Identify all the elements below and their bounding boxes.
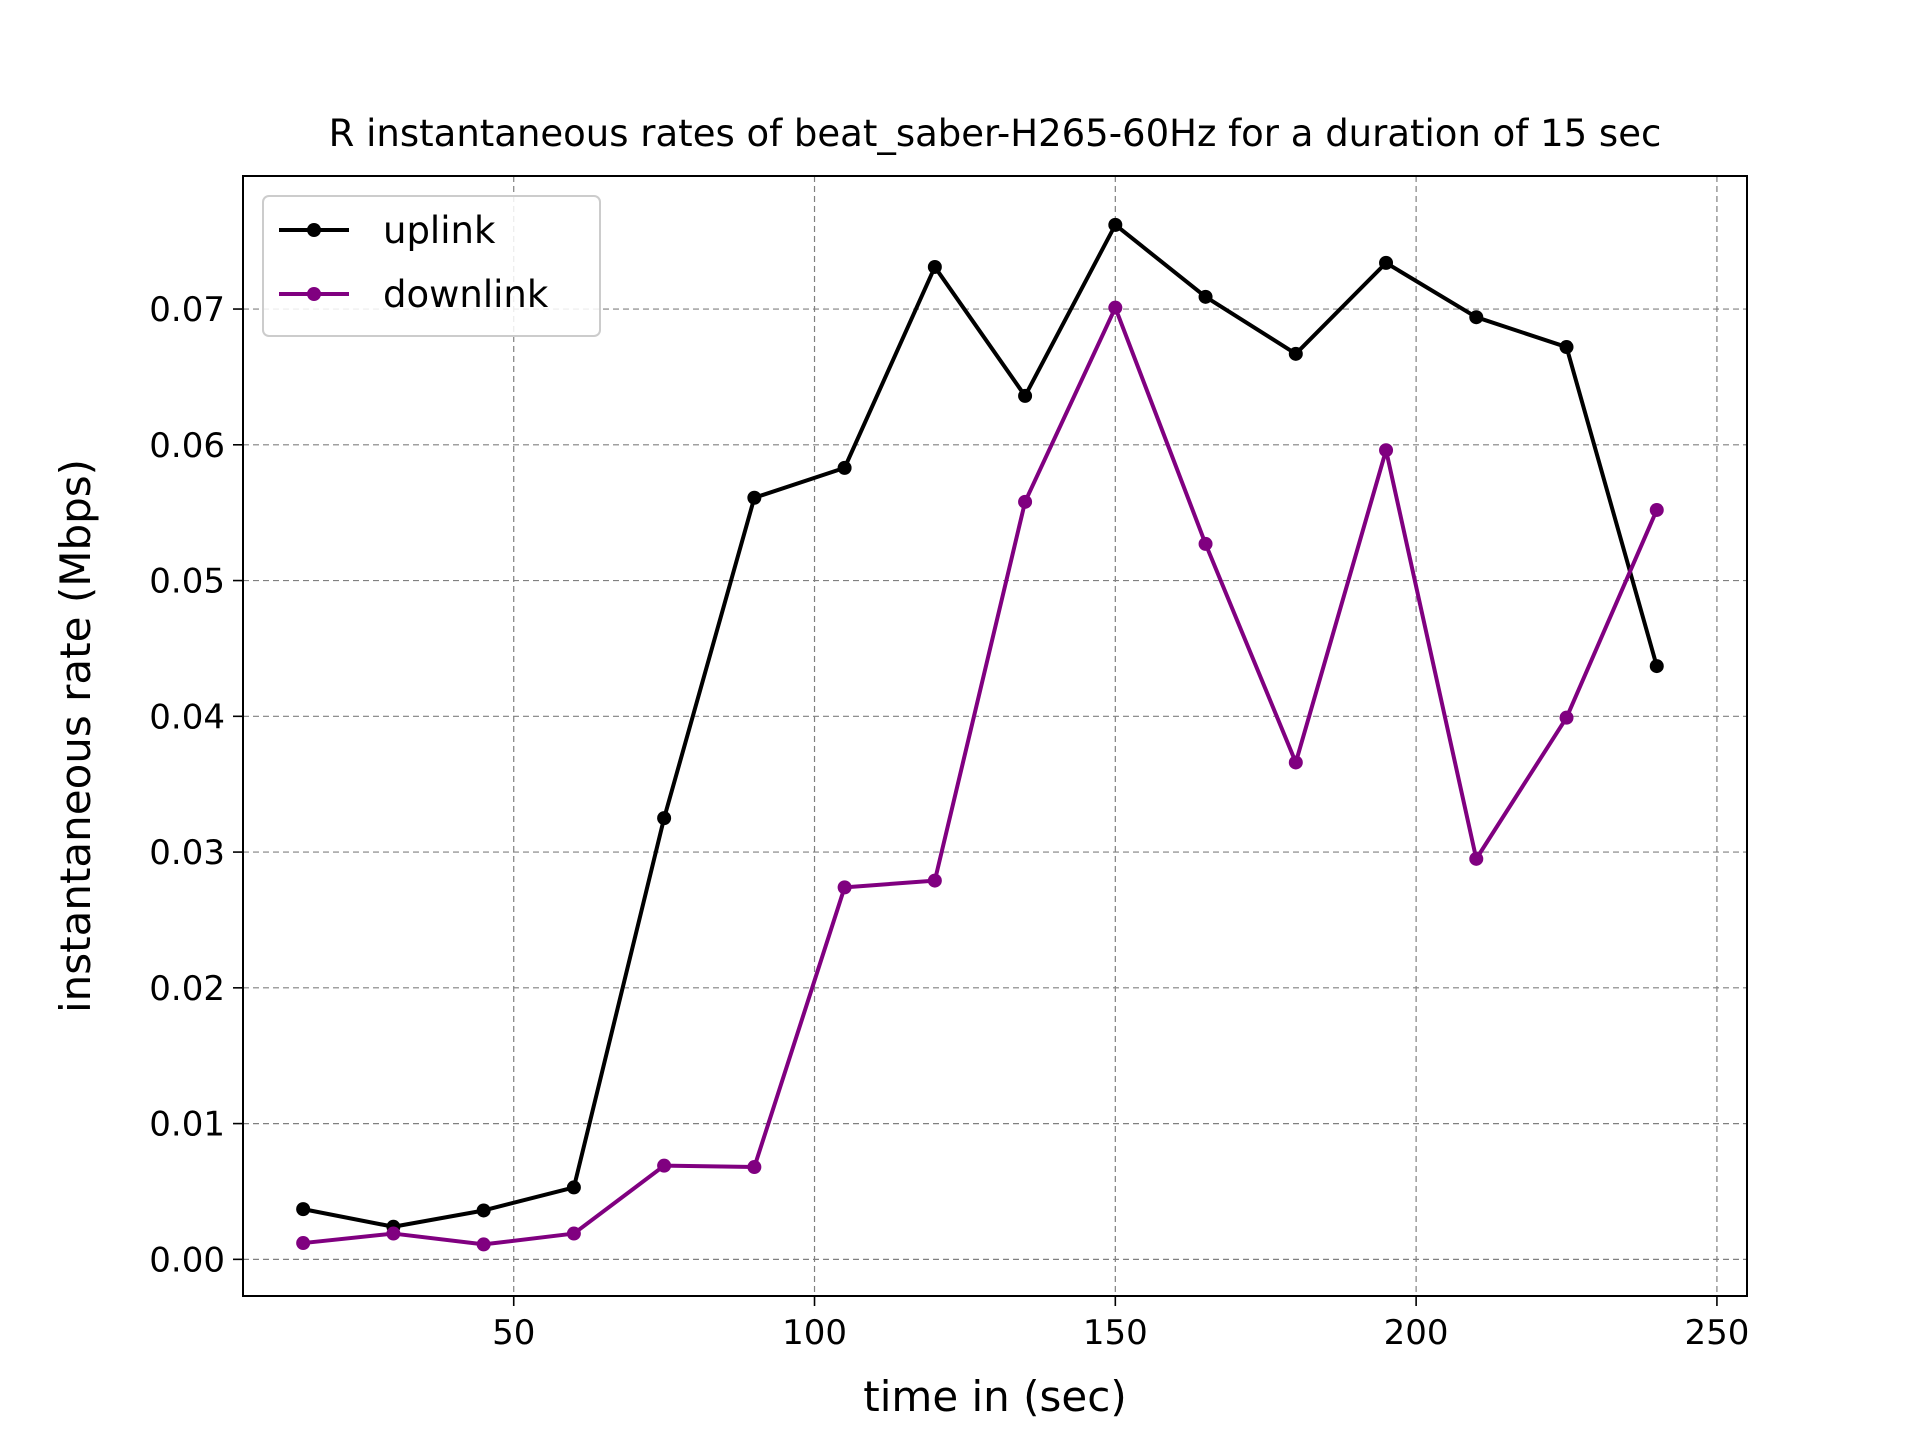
downlink-point <box>566 1226 581 1241</box>
downlink-point <box>296 1236 311 1251</box>
downlink-point <box>386 1226 401 1241</box>
x-tick-label: 50 <box>492 1313 535 1353</box>
downlink-point <box>657 1158 672 1173</box>
y-tick-label: 0.07 <box>149 290 225 330</box>
downlink-point <box>1469 851 1484 866</box>
legend-label: uplink <box>383 209 496 252</box>
downlink-point <box>837 880 852 895</box>
chart-title: R instantaneous rates of beat_saber-H265… <box>329 112 1662 155</box>
uplink-point <box>1198 289 1213 304</box>
uplink-point <box>566 1180 581 1195</box>
uplink-line <box>302 222 1659 1229</box>
legend-swatch-marker <box>307 287 321 301</box>
series-downlink <box>296 300 1664 1252</box>
downlink-point <box>1379 443 1394 458</box>
legend-item-downlink: downlink <box>279 273 549 316</box>
y-tick-label: 0.02 <box>149 969 225 1009</box>
legend-swatch-marker <box>307 223 321 237</box>
uplink-point <box>1108 217 1123 232</box>
y-tick-label: 0.05 <box>149 562 225 602</box>
uplink-point <box>747 490 762 505</box>
legend: uplink downlink <box>262 195 601 337</box>
uplink-point <box>476 1203 491 1218</box>
downlink-line <box>302 305 1659 1247</box>
x-tick-label: 100 <box>782 1313 847 1353</box>
downlink-point <box>1018 494 1033 509</box>
downlink-point <box>1108 300 1123 315</box>
uplink-point <box>1559 340 1574 355</box>
legend-item-uplink: uplink <box>279 209 496 252</box>
downlink-point <box>1649 502 1664 517</box>
uplink-point <box>927 259 942 274</box>
y-tick-label: 0.06 <box>149 426 225 466</box>
y-tick-label: 0.00 <box>149 1240 225 1280</box>
downlink-point <box>476 1237 491 1252</box>
uplink-point <box>657 811 672 826</box>
uplink-point <box>837 460 852 475</box>
legend-label: downlink <box>383 273 549 316</box>
x-tick-label: 200 <box>1384 1313 1449 1353</box>
downlink-point <box>747 1160 762 1175</box>
x-axis-title: time in (sec) <box>863 1372 1126 1421</box>
plot-frame <box>242 175 1748 1297</box>
y-axis-title: instantaneous rate (Mbps) <box>51 459 100 1013</box>
uplink-point <box>1649 659 1664 674</box>
x-tick-label: 250 <box>1684 1313 1749 1353</box>
y-tick-label: 0.03 <box>149 833 225 873</box>
y-tick-label: 0.04 <box>149 697 225 737</box>
uplink-point <box>296 1202 311 1217</box>
uplink-point <box>1288 346 1303 361</box>
uplink-point <box>1469 310 1484 325</box>
ticks: 50 100 150 200 250 0.00 0.01 0.02 0.03 0.04 0.05 0.… <box>149 290 1749 1353</box>
downlink-point <box>1559 710 1574 725</box>
uplink-point <box>1379 255 1394 270</box>
x-tick-label: 150 <box>1083 1313 1148 1353</box>
series-layer <box>296 217 1664 1252</box>
downlink-point <box>1198 536 1213 551</box>
series-uplink <box>296 217 1664 1234</box>
downlink-point <box>927 873 942 888</box>
y-tick-label: 0.01 <box>149 1105 225 1145</box>
uplink-point <box>1018 388 1033 403</box>
downlink-point <box>1288 755 1303 770</box>
